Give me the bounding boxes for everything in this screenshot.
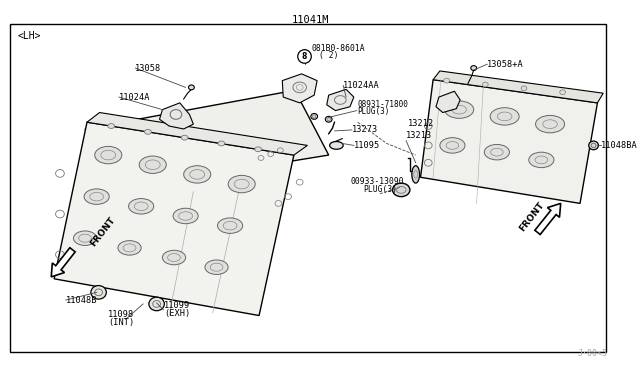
Text: FRONT: FRONT	[517, 201, 546, 233]
Text: PLUG(3): PLUG(3)	[358, 108, 390, 116]
Ellipse shape	[444, 78, 449, 83]
Ellipse shape	[129, 199, 154, 214]
Ellipse shape	[330, 141, 343, 149]
FancyArrow shape	[535, 203, 561, 234]
Text: 11095: 11095	[354, 141, 380, 150]
Text: ( 2): ( 2)	[319, 51, 339, 60]
Text: 13212: 13212	[408, 119, 434, 128]
Text: 8: 8	[302, 52, 307, 61]
Polygon shape	[87, 112, 307, 155]
Text: 11041M: 11041M	[292, 15, 329, 25]
Text: <LH>: <LH>	[17, 31, 41, 41]
Ellipse shape	[440, 138, 465, 153]
Ellipse shape	[490, 108, 519, 125]
Ellipse shape	[108, 124, 115, 128]
Ellipse shape	[445, 101, 474, 118]
Polygon shape	[433, 71, 604, 103]
Ellipse shape	[392, 183, 410, 197]
Ellipse shape	[184, 166, 211, 183]
Text: 11098: 11098	[108, 311, 134, 320]
Text: 11048BA: 11048BA	[602, 141, 638, 150]
Ellipse shape	[483, 82, 488, 87]
Polygon shape	[159, 103, 193, 129]
Ellipse shape	[311, 113, 317, 119]
Text: FRONT: FRONT	[89, 215, 117, 248]
Ellipse shape	[145, 129, 151, 134]
Polygon shape	[420, 80, 598, 203]
Ellipse shape	[218, 141, 225, 146]
Ellipse shape	[536, 115, 564, 133]
Polygon shape	[436, 91, 460, 112]
Ellipse shape	[484, 144, 509, 160]
Ellipse shape	[521, 86, 527, 91]
Ellipse shape	[589, 141, 598, 150]
Text: 00933-13090: 00933-13090	[351, 177, 404, 186]
Ellipse shape	[74, 231, 97, 246]
Ellipse shape	[95, 146, 122, 164]
Text: (INT): (INT)	[108, 318, 134, 327]
Polygon shape	[327, 89, 354, 110]
FancyArrow shape	[51, 248, 75, 277]
Text: 08931-71800: 08931-71800	[358, 100, 408, 109]
Ellipse shape	[471, 65, 477, 70]
Ellipse shape	[325, 116, 332, 122]
Text: 11024AA: 11024AA	[343, 81, 380, 90]
Ellipse shape	[255, 147, 262, 152]
Ellipse shape	[181, 135, 188, 140]
Ellipse shape	[91, 286, 106, 299]
Circle shape	[298, 50, 311, 63]
Text: 11099: 11099	[164, 301, 191, 310]
Text: 11024A: 11024A	[119, 93, 150, 102]
Polygon shape	[85, 90, 329, 190]
Ellipse shape	[218, 218, 243, 233]
Ellipse shape	[189, 85, 195, 90]
Text: 11048B: 11048B	[66, 296, 97, 305]
Ellipse shape	[149, 297, 164, 311]
Text: J·00<5: J·00<5	[577, 349, 607, 358]
Text: 13058: 13058	[135, 64, 161, 73]
Ellipse shape	[118, 241, 141, 255]
Text: 13213: 13213	[406, 131, 432, 140]
Ellipse shape	[228, 175, 255, 193]
Ellipse shape	[84, 189, 109, 204]
Text: 13058+A: 13058+A	[487, 60, 524, 69]
Text: 13273: 13273	[352, 125, 378, 134]
Ellipse shape	[140, 156, 166, 173]
Polygon shape	[282, 74, 317, 103]
Text: 081B0-8601A: 081B0-8601A	[311, 44, 365, 53]
Ellipse shape	[560, 90, 566, 94]
Ellipse shape	[173, 208, 198, 224]
Ellipse shape	[163, 250, 186, 265]
Polygon shape	[54, 122, 294, 315]
Text: (EXH): (EXH)	[164, 308, 191, 318]
Text: PLUG(3): PLUG(3)	[364, 185, 397, 194]
Ellipse shape	[205, 260, 228, 275]
Ellipse shape	[412, 166, 420, 183]
Ellipse shape	[529, 152, 554, 168]
